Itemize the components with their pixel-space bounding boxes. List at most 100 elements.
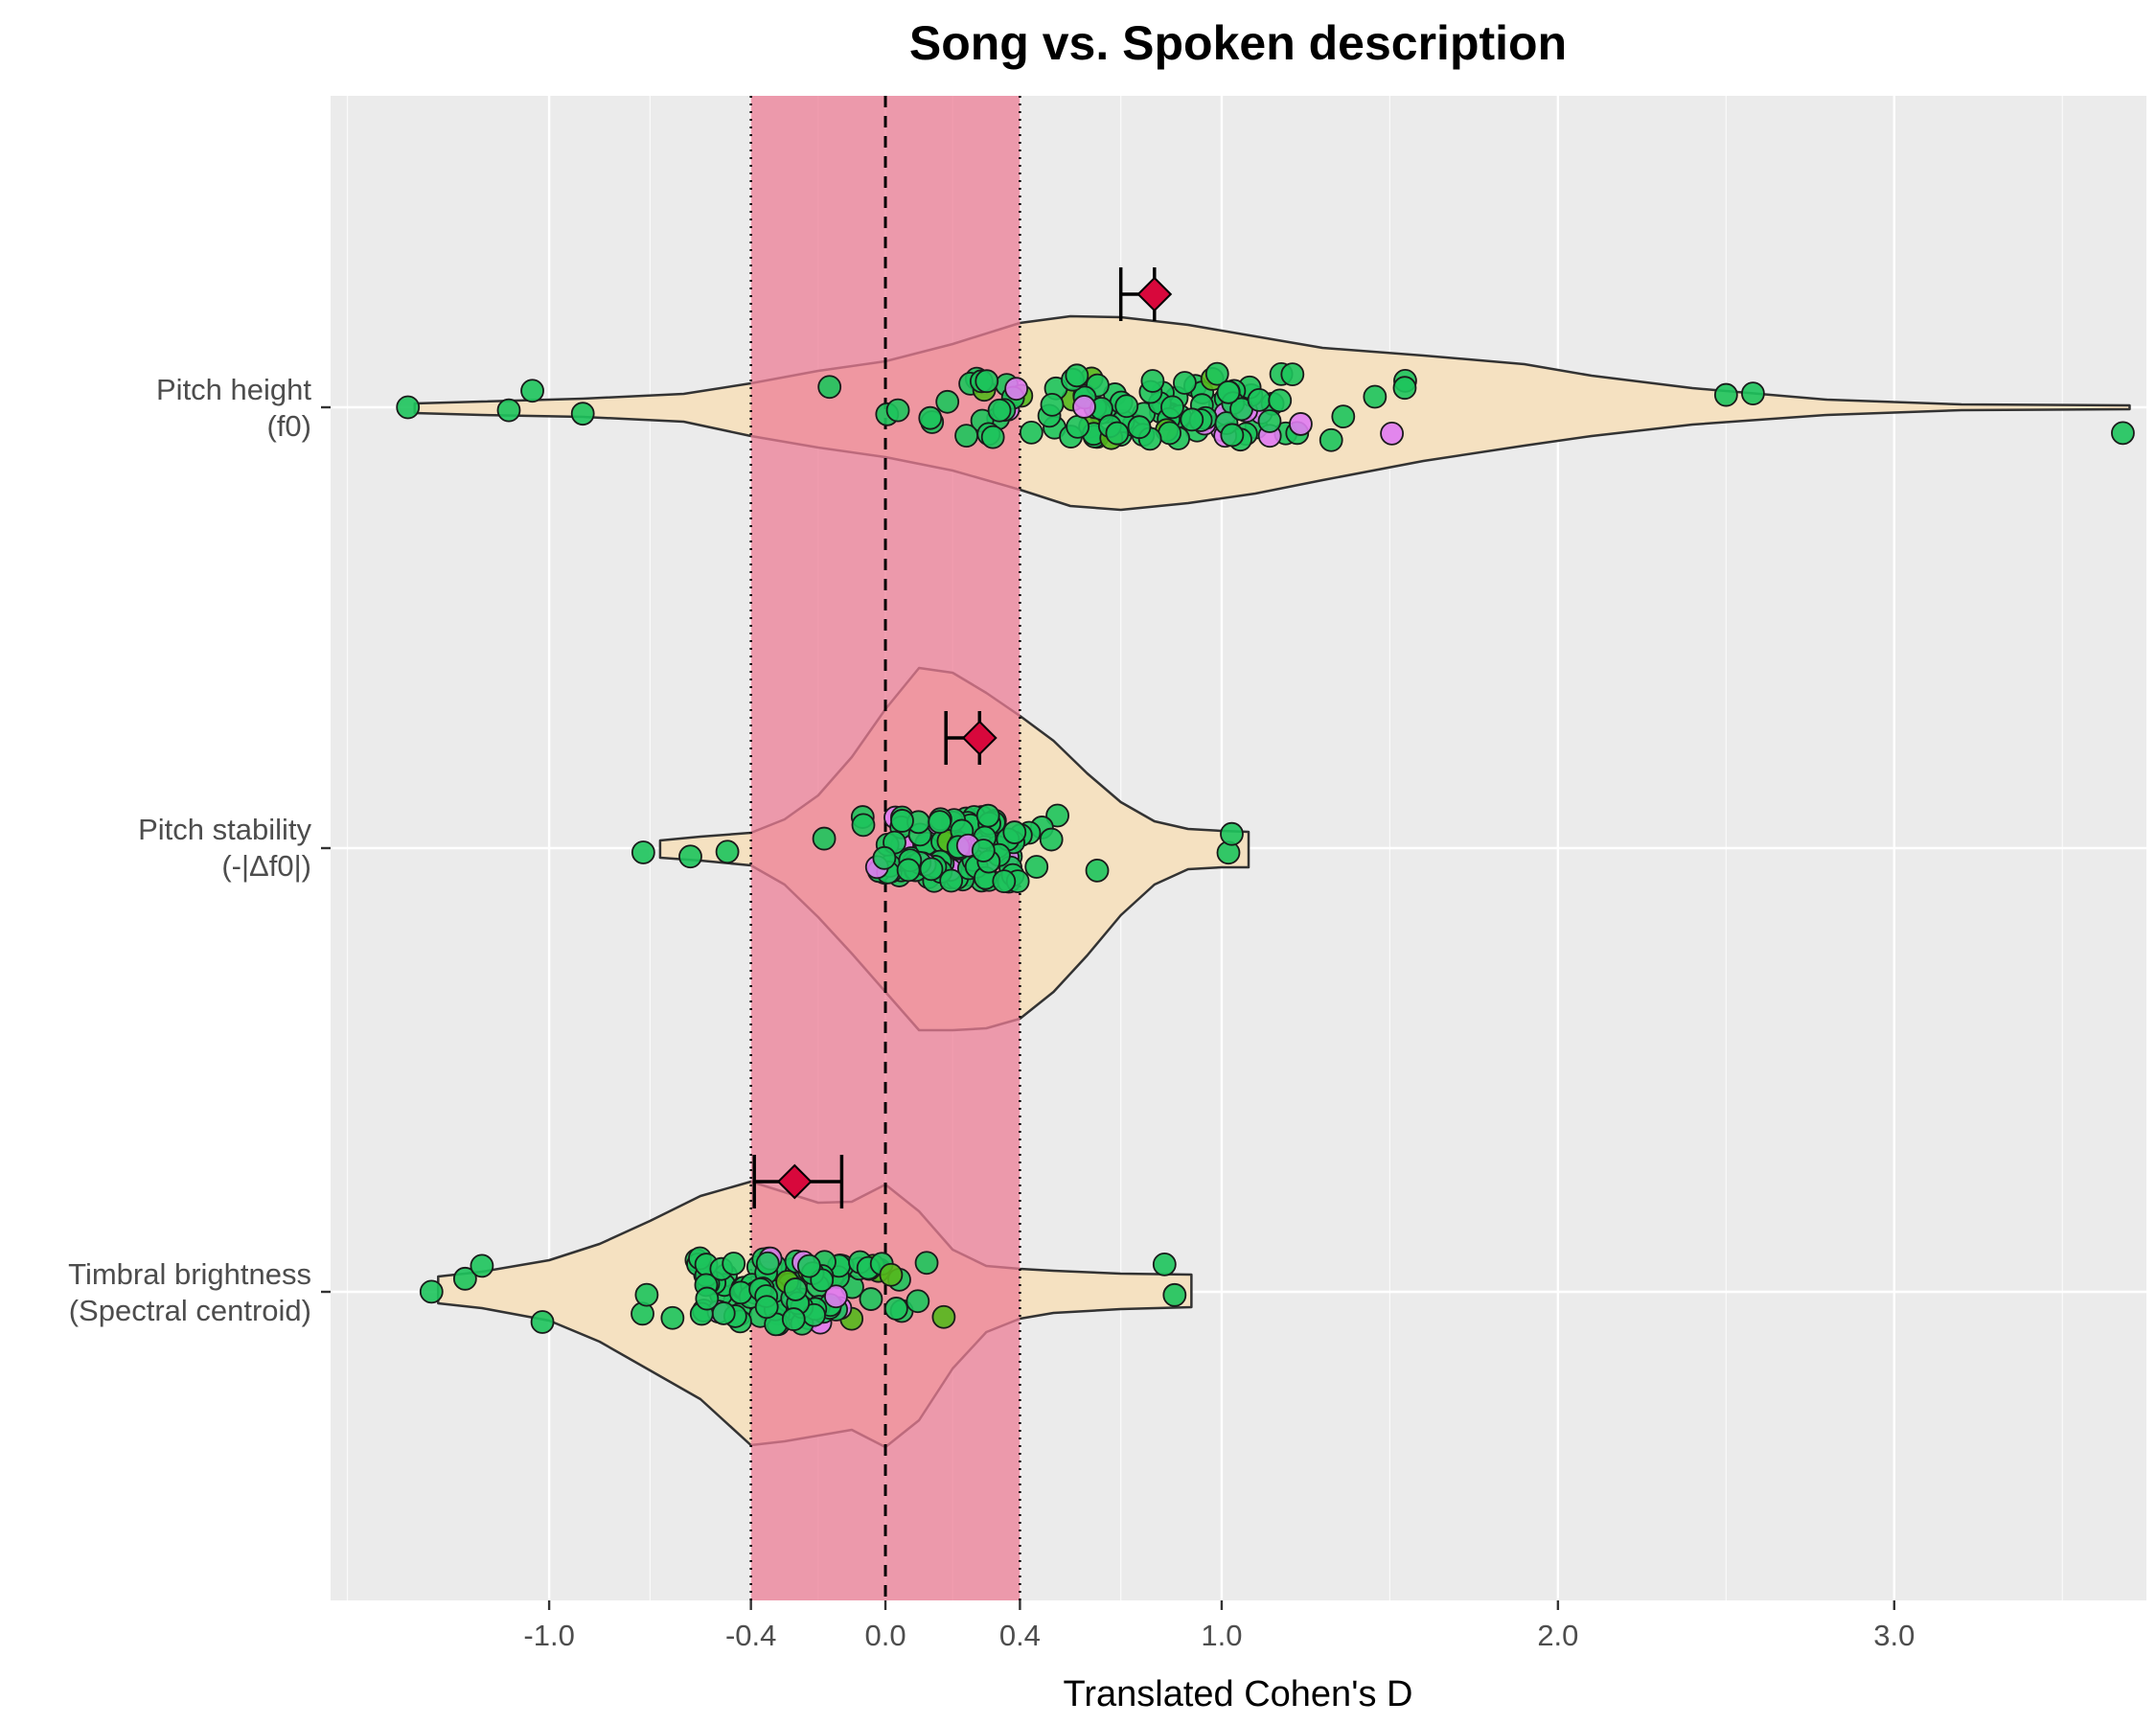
estimate-marker-1 <box>1136 276 1173 312</box>
data-point-c2-100 <box>872 845 897 870</box>
x-tick-label-2: 0.0 <box>864 1619 906 1652</box>
data-point-c2-107 <box>890 809 914 833</box>
data-point-c3-120 <box>419 1279 444 1304</box>
data-point-c1-98 <box>918 405 943 430</box>
y-tick-label-3-line1: Timbral brightness <box>68 1257 311 1291</box>
data-point-c2-41 <box>1085 858 1110 883</box>
data-point-c1-89 <box>954 424 978 448</box>
data-point-c3-37 <box>931 1304 956 1329</box>
data-point-c2-112 <box>939 868 964 893</box>
data-point-c3-114 <box>796 1254 821 1278</box>
x-tick-label-5: 2.0 <box>1537 1619 1578 1652</box>
data-point-c1-102 <box>1004 377 1029 402</box>
data-point-c3-113 <box>695 1286 720 1311</box>
data-point-c2-28 <box>1045 803 1069 828</box>
y-tick-label-1-line1: Pitch height <box>156 373 311 406</box>
data-point-c1-116 <box>1247 387 1272 412</box>
data-point-c2-120 <box>631 840 655 864</box>
data-point-c2-85 <box>1039 827 1064 852</box>
data-point-c3-56 <box>883 1297 908 1321</box>
data-point-c1-90 <box>1105 421 1130 446</box>
data-point-c3-125 <box>1152 1253 1177 1276</box>
data-point-c3-101 <box>914 1251 939 1276</box>
plot-area <box>321 96 2146 1600</box>
data-point-c1-123 <box>570 402 595 426</box>
data-point-c2-108 <box>1002 820 1027 844</box>
x-tick-label-1: -0.4 <box>725 1619 776 1652</box>
data-point-c3-115 <box>754 1295 779 1320</box>
data-point-c1-72 <box>1173 371 1197 395</box>
data-point-c1-110 <box>1204 361 1229 386</box>
data-point-c2-111 <box>928 810 952 835</box>
data-point-c1-114 <box>1216 380 1241 404</box>
data-point-c1-106 <box>1019 420 1044 445</box>
data-point-c1-91 <box>885 398 910 423</box>
data-point-c2-117 <box>992 869 1017 894</box>
data-point-c1-105 <box>1220 423 1245 448</box>
data-point-c3-121 <box>452 1266 477 1291</box>
data-point-c1-109 <box>1380 422 1405 446</box>
data-point-c1-118 <box>1065 363 1089 388</box>
x-tick-label-4: 1.0 <box>1201 1619 1242 1652</box>
data-point-c1-111 <box>1072 395 1096 419</box>
data-point-c1-119 <box>1114 394 1139 419</box>
data-point-c2-119 <box>971 839 996 862</box>
data-point-c1-80 <box>1392 376 1417 401</box>
data-point-c1-115 <box>975 369 999 394</box>
data-point-c1-108 <box>1180 407 1204 432</box>
x-tick-label-0: -1.0 <box>523 1619 574 1652</box>
data-point-c1-121 <box>496 398 521 423</box>
data-point-c2-106 <box>975 803 1000 828</box>
data-point-c3-123 <box>530 1310 555 1334</box>
data-point-c1-63 <box>1257 409 1282 433</box>
data-point-c1-101 <box>1331 404 1356 429</box>
data-point-c1-83 <box>1140 369 1165 393</box>
y-tick-label-2-line2: (-|Δf0|) <box>221 849 311 883</box>
x-tick-label-6: 3.0 <box>1873 1619 1915 1652</box>
x-tick-label-3: 0.4 <box>999 1619 1041 1652</box>
data-point-c2-124 <box>1220 821 1244 846</box>
x-axis: -1.0 -0.4 0.0 0.4 1.0 2.0 3.0 <box>523 1600 1915 1652</box>
y-tick-label-1-line2: (f0) <box>267 409 312 443</box>
data-point-c1-126 <box>2111 421 2135 446</box>
data-point-c2-12 <box>851 813 876 838</box>
data-point-c2-116 <box>896 858 921 883</box>
data-point-c3-70 <box>859 1287 883 1311</box>
data-point-c1-125 <box>1741 381 1765 406</box>
data-point-c1-124 <box>1713 382 1738 407</box>
data-point-c3-119 <box>781 1307 806 1331</box>
estimate-marker-2 <box>961 720 998 756</box>
data-point-c1-96 <box>1066 415 1090 439</box>
data-point-c1-122 <box>520 379 544 403</box>
data-point-c3-117 <box>755 1251 780 1276</box>
data-point-c3-12 <box>660 1305 685 1330</box>
data-point-c1-86 <box>1363 384 1388 409</box>
data-point-c3-27 <box>634 1282 659 1307</box>
data-point-c1-75 <box>1289 412 1313 436</box>
data-point-c2-121 <box>678 844 702 869</box>
data-point-c3-124 <box>1162 1282 1187 1307</box>
data-point-c3-106 <box>722 1252 746 1276</box>
data-point-c3-122 <box>470 1254 494 1278</box>
estimate-marker-3 <box>776 1163 813 1200</box>
data-point-c1-40 <box>817 375 842 400</box>
data-point-c3-97 <box>824 1284 848 1309</box>
data-point-c1-100 <box>980 425 1005 449</box>
data-point-c3-112 <box>879 1262 904 1287</box>
data-point-c1-71 <box>1040 393 1065 417</box>
data-point-c1-104 <box>1127 415 1152 440</box>
data-point-c2-104 <box>812 826 837 851</box>
data-point-c1-93 <box>1158 421 1181 446</box>
data-point-c2-9 <box>1024 855 1049 879</box>
data-point-c3-118 <box>783 1277 808 1301</box>
y-tick-label-3-line2: (Spectral centroid) <box>69 1294 311 1327</box>
data-point-c3-87 <box>906 1289 930 1314</box>
data-point-c1-117 <box>1268 388 1293 413</box>
data-point-c1-56 <box>1319 427 1343 452</box>
data-point-c1-51 <box>1280 362 1305 387</box>
data-point-c1-112 <box>987 398 1012 423</box>
data-point-c1-52 <box>1160 395 1184 420</box>
data-point-c1-15 <box>935 389 960 414</box>
data-point-c2-122 <box>715 840 740 864</box>
